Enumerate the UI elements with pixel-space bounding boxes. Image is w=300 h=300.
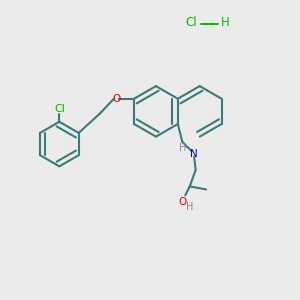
- Text: H: H: [186, 202, 194, 212]
- Text: H: H: [178, 143, 186, 153]
- Text: O: O: [178, 197, 186, 207]
- Text: H: H: [221, 16, 230, 29]
- Text: N: N: [190, 149, 198, 159]
- Text: Cl: Cl: [54, 104, 65, 114]
- Text: Cl: Cl: [186, 16, 197, 29]
- Text: O: O: [112, 94, 120, 104]
